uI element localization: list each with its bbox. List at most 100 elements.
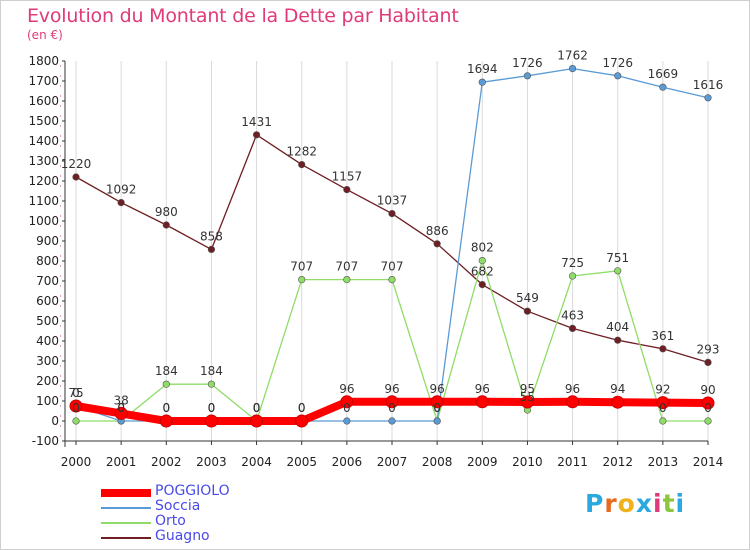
data-point-orto: [568, 272, 577, 280]
data-point-guagno: [659, 345, 667, 353]
data-label-poggiolo: 92: [655, 383, 670, 397]
x-tick-label: 2002: [151, 455, 182, 469]
data-label-soccia: 1616: [693, 78, 724, 92]
data-label-soccia: 0: [162, 401, 170, 415]
x-tick-label: 2000: [61, 455, 92, 469]
legend-label: Orto: [155, 513, 186, 529]
data-point-soccia: [704, 94, 712, 102]
y-tick-label: 700: [36, 274, 59, 288]
data-point-poggiolo: [701, 396, 715, 410]
data-point-poggiolo: [340, 395, 354, 409]
x-tick-label: 2012: [602, 455, 633, 469]
data-label-orto: 0: [704, 401, 712, 415]
data-point-orto: [72, 417, 80, 425]
y-tick-label: 1200: [28, 174, 59, 188]
data-point-poggiolo: [295, 414, 309, 428]
data-label-soccia: 0: [298, 401, 306, 415]
data-label-guagno: 463: [561, 308, 584, 322]
data-point-soccia: [568, 64, 577, 73]
data-point-orto: [162, 380, 170, 388]
y-tick-label: 1100: [28, 194, 59, 208]
data-label-guagno: 404: [606, 320, 629, 334]
y-tick-label: -100: [32, 434, 59, 448]
data-point-poggiolo: [385, 395, 399, 409]
data-point-soccia: [659, 83, 667, 91]
x-tick-label: 2004: [241, 455, 272, 469]
legend-swatch: [101, 489, 151, 497]
chart-subtitle: (en €): [27, 28, 63, 42]
y-tick-label: 1300: [28, 154, 59, 168]
data-point-guagno: [433, 240, 441, 248]
data-label-soccia: 1694: [467, 62, 498, 76]
data-label-poggiolo: 38: [114, 393, 129, 407]
y-tick-label: 100: [36, 394, 59, 408]
data-point-poggiolo: [475, 395, 489, 409]
data-point-guagno: [523, 307, 532, 315]
legend-label: Soccia: [155, 498, 201, 514]
logo-letter: i: [675, 489, 686, 518]
data-point-soccia: [343, 417, 351, 425]
data-label-orto: 707: [381, 260, 404, 274]
data-point-guagno: [252, 131, 261, 139]
data-point-orto: [388, 276, 396, 284]
data-label-poggiolo: 0: [298, 401, 306, 415]
data-label-orto: 0: [659, 401, 667, 415]
proxiti-logo: Proxiti: [585, 489, 685, 518]
data-point-guagno: [478, 281, 486, 289]
data-label-guagno: 1431: [241, 115, 272, 129]
data-point-orto: [343, 276, 351, 284]
x-tick-label: 2014: [693, 455, 724, 469]
data-label-poggiolo: 96: [339, 382, 354, 396]
data-point-poggiolo: [656, 396, 670, 410]
data-label-orto: 707: [335, 260, 358, 274]
data-label-guagno: 1092: [106, 183, 137, 197]
data-point-guagno: [72, 173, 80, 181]
data-label-poggiolo: 96: [430, 382, 445, 396]
x-tick-label: 2009: [467, 455, 498, 469]
data-label-guagno: 361: [651, 329, 674, 343]
data-label-poggiolo: 96: [384, 382, 399, 396]
data-label-orto: 802: [471, 241, 494, 255]
data-label-soccia: 1762: [557, 49, 588, 63]
legend-label: Guagno: [155, 528, 210, 544]
logo-letter: x: [635, 489, 653, 518]
data-label-soccia: 0: [388, 401, 396, 415]
data-point-orto: [704, 417, 712, 425]
x-tick-label: 2008: [422, 455, 453, 469]
data-label-orto: 751: [606, 251, 629, 265]
logo-letter: o: [617, 489, 636, 518]
data-point-guagno: [614, 336, 622, 344]
y-tick-label: 500: [36, 314, 59, 328]
data-point-guagno: [388, 210, 396, 218]
data-label-poggiolo: 95: [520, 382, 535, 396]
legend-swatch: [101, 522, 151, 524]
data-label-soccia: 0: [72, 386, 80, 400]
data-label-orto: 184: [155, 364, 178, 378]
x-tick-label: 2005: [286, 455, 317, 469]
data-label-poggiolo: 0: [208, 401, 216, 415]
legend-swatch: [101, 537, 151, 539]
data-point-poggiolo: [204, 414, 218, 428]
data-point-guagno: [343, 186, 351, 194]
plot-area: [65, 61, 708, 441]
y-tick-label: 300: [36, 354, 59, 368]
y-tick-label: 1600: [28, 94, 59, 108]
data-label-soccia: 0: [208, 401, 216, 415]
data-label-soccia: 1669: [648, 67, 679, 81]
y-tick-label: 1000: [28, 214, 59, 228]
data-label-poggiolo: 0: [162, 401, 170, 415]
data-point-guagno: [298, 161, 306, 169]
data-label-orto: 184: [200, 364, 223, 378]
y-tick-label: 1400: [28, 134, 59, 148]
data-point-orto: [298, 276, 306, 284]
data-point-soccia: [614, 72, 622, 80]
x-tick-label: 2007: [377, 455, 408, 469]
chart-title: Evolution du Montant de la Dette par Hab…: [27, 5, 459, 27]
y-tick-label: 1700: [28, 74, 59, 88]
data-point-soccia: [433, 417, 441, 425]
data-label-poggiolo: 94: [610, 382, 625, 396]
y-tick-label: 1800: [28, 54, 59, 68]
legend-label: POGGIOLO: [155, 483, 230, 499]
data-label-guagno: 886: [426, 224, 449, 238]
